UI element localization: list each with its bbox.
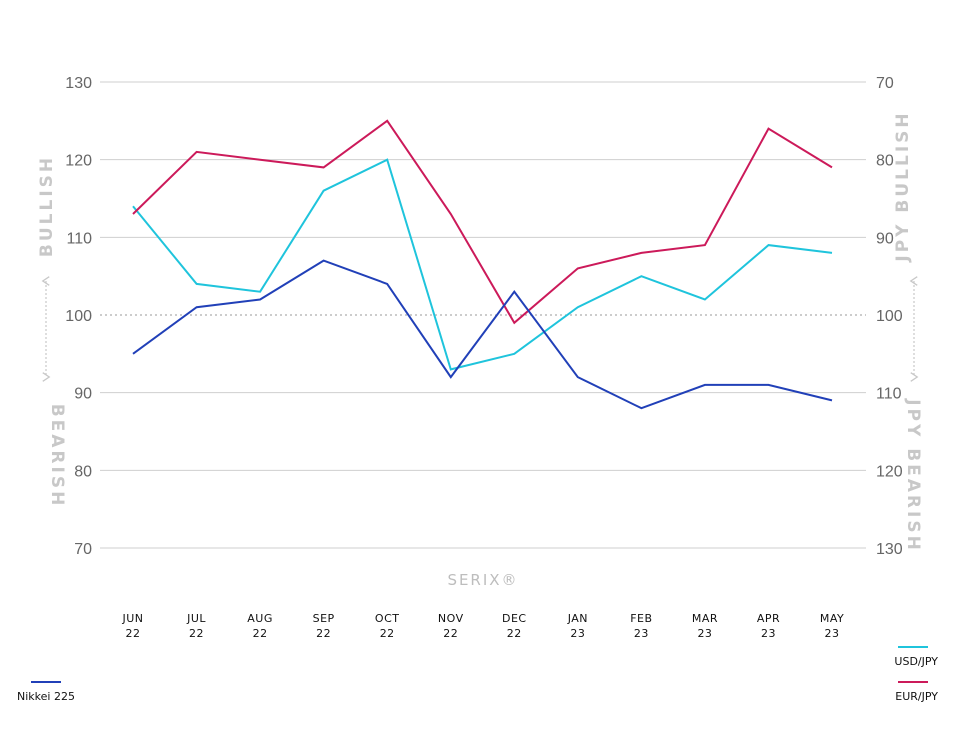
right-tick-label: 100 <box>876 308 903 325</box>
right-tick-label: 80 <box>876 153 894 170</box>
legend-label-usdjpy: USD/JPY <box>894 655 938 668</box>
x-tick-label: AUG 22 <box>247 612 273 640</box>
series-lines <box>132 119 833 410</box>
x-tick-label: OCT 22 <box>375 612 400 640</box>
series-line-nikkei-225 <box>132 259 833 410</box>
left-tick-label: 70 <box>74 541 92 558</box>
left-axis-ticks: 130 120 110 100 90 80 70 <box>65 75 92 558</box>
left-tick-label: 130 <box>65 75 92 92</box>
right-jpy-bearish-label: JPY BEARISH <box>903 398 923 553</box>
x-tick-label: JUL 22 <box>186 612 206 640</box>
left-tick-label: 110 <box>66 230 92 247</box>
series-line-eur-jpy <box>132 119 833 325</box>
right-tick-label: 110 <box>876 386 902 403</box>
left-bullish-label: BULLISH <box>37 155 57 257</box>
x-tick-label: APR 23 <box>757 612 780 640</box>
x-tick-label: FEB 23 <box>630 612 652 640</box>
left-tick-label: 120 <box>65 153 92 170</box>
x-tick-label: MAY 23 <box>820 612 844 640</box>
series-line-usd-jpy <box>132 158 833 371</box>
right-tick-label: 120 <box>876 463 903 480</box>
x-tick-label: SEP 22 <box>313 612 335 640</box>
right-tick-label: 90 <box>876 230 894 247</box>
gridlines <box>100 81 866 549</box>
legend: USD/JPY EUR/JPY Nikkei 225 <box>17 646 938 703</box>
x-tick-label: MAR 23 <box>692 612 718 640</box>
left-tick-label: 100 <box>65 308 92 325</box>
serix-label: SERIX® <box>447 571 518 589</box>
right-axis-ticks: 70 80 90 100 110 120 130 <box>876 75 903 558</box>
x-tick-label: DEC 22 <box>502 612 527 640</box>
x-tick-label: NOV 22 <box>438 612 464 640</box>
x-tick-label: JUN 22 <box>121 612 143 640</box>
left-tick-label: 90 <box>74 386 92 403</box>
left-bearish-label: BEARISH <box>47 404 67 509</box>
x-tick-label: JAN 23 <box>567 612 588 640</box>
legend-label-eurjpy: EUR/JPY <box>895 690 938 703</box>
right-tick-label: 70 <box>876 75 894 92</box>
right-jpy-bullish-label: JPY BULLISH <box>893 110 913 262</box>
legend-label-nikkei: Nikkei 225 <box>17 690 75 703</box>
x-axis-labels: JUN 22 JUL 22 AUG 22 SEP 22 OCT 22 NOV 22 DEC 22 JAN 23… <box>121 612 844 640</box>
left-tick-label: 80 <box>74 463 92 480</box>
right-tick-label: 130 <box>876 541 903 558</box>
